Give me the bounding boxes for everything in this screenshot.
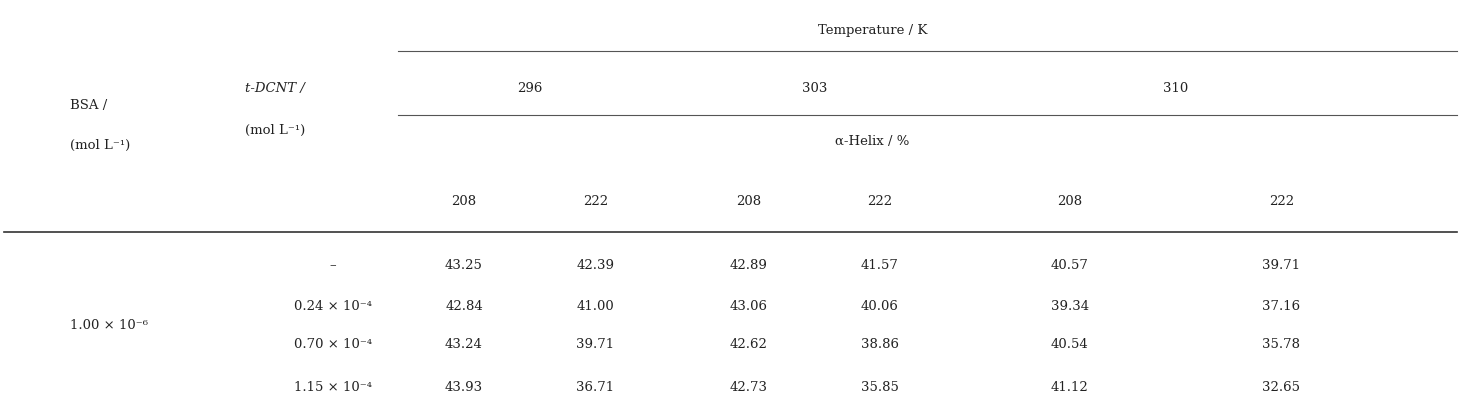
Text: 41.00: 41.00 — [577, 301, 614, 313]
Text: 41.12: 41.12 — [1051, 381, 1089, 394]
Text: 42.89: 42.89 — [730, 259, 768, 272]
Text: 208: 208 — [451, 195, 477, 208]
Text: t-DCNT /: t-DCNT / — [245, 82, 305, 95]
Text: 222: 222 — [1268, 195, 1293, 208]
Text: 1.00 × 10⁻⁶: 1.00 × 10⁻⁶ — [70, 319, 148, 332]
Text: 303: 303 — [802, 82, 826, 95]
Text: 41.57: 41.57 — [862, 259, 898, 272]
Text: 39.34: 39.34 — [1051, 301, 1089, 313]
Text: 0.24 × 10⁻⁴: 0.24 × 10⁻⁴ — [294, 301, 371, 313]
Text: 208: 208 — [735, 195, 762, 208]
Text: 40.06: 40.06 — [862, 301, 898, 313]
Text: 40.57: 40.57 — [1051, 259, 1089, 272]
Text: 38.86: 38.86 — [860, 338, 898, 351]
Text: (mol L⁻¹): (mol L⁻¹) — [70, 139, 131, 152]
Text: 1.15 × 10⁻⁴: 1.15 × 10⁻⁴ — [294, 381, 371, 394]
Text: 222: 222 — [868, 195, 893, 208]
Text: 43.25: 43.25 — [445, 259, 483, 272]
Text: 0.70 × 10⁻⁴: 0.70 × 10⁻⁴ — [294, 338, 371, 351]
Text: 43.93: 43.93 — [445, 381, 483, 394]
Text: 35.78: 35.78 — [1262, 338, 1301, 351]
Text: 42.84: 42.84 — [445, 301, 483, 313]
Text: 43.06: 43.06 — [730, 301, 768, 313]
Text: 32.65: 32.65 — [1262, 381, 1301, 394]
Text: 36.71: 36.71 — [577, 381, 615, 394]
Text: –: – — [329, 259, 336, 272]
Text: 42.62: 42.62 — [730, 338, 768, 351]
Text: (mol L⁻¹): (mol L⁻¹) — [245, 123, 305, 137]
Text: 222: 222 — [583, 195, 608, 208]
Text: 208: 208 — [1057, 195, 1082, 208]
Text: 39.71: 39.71 — [1262, 259, 1301, 272]
Text: α-Helix / %: α-Helix / % — [835, 135, 910, 148]
Text: 37.16: 37.16 — [1262, 301, 1301, 313]
Text: Temperature / K: Temperature / K — [818, 24, 928, 37]
Text: 42.39: 42.39 — [577, 259, 614, 272]
Text: 296: 296 — [517, 82, 542, 95]
Text: 310: 310 — [1163, 82, 1188, 95]
Text: 42.73: 42.73 — [730, 381, 768, 394]
Text: 35.85: 35.85 — [862, 381, 898, 394]
Text: 39.71: 39.71 — [577, 338, 615, 351]
Text: BSA /: BSA / — [70, 99, 107, 112]
Text: 43.24: 43.24 — [445, 338, 483, 351]
Text: 40.54: 40.54 — [1051, 338, 1089, 351]
